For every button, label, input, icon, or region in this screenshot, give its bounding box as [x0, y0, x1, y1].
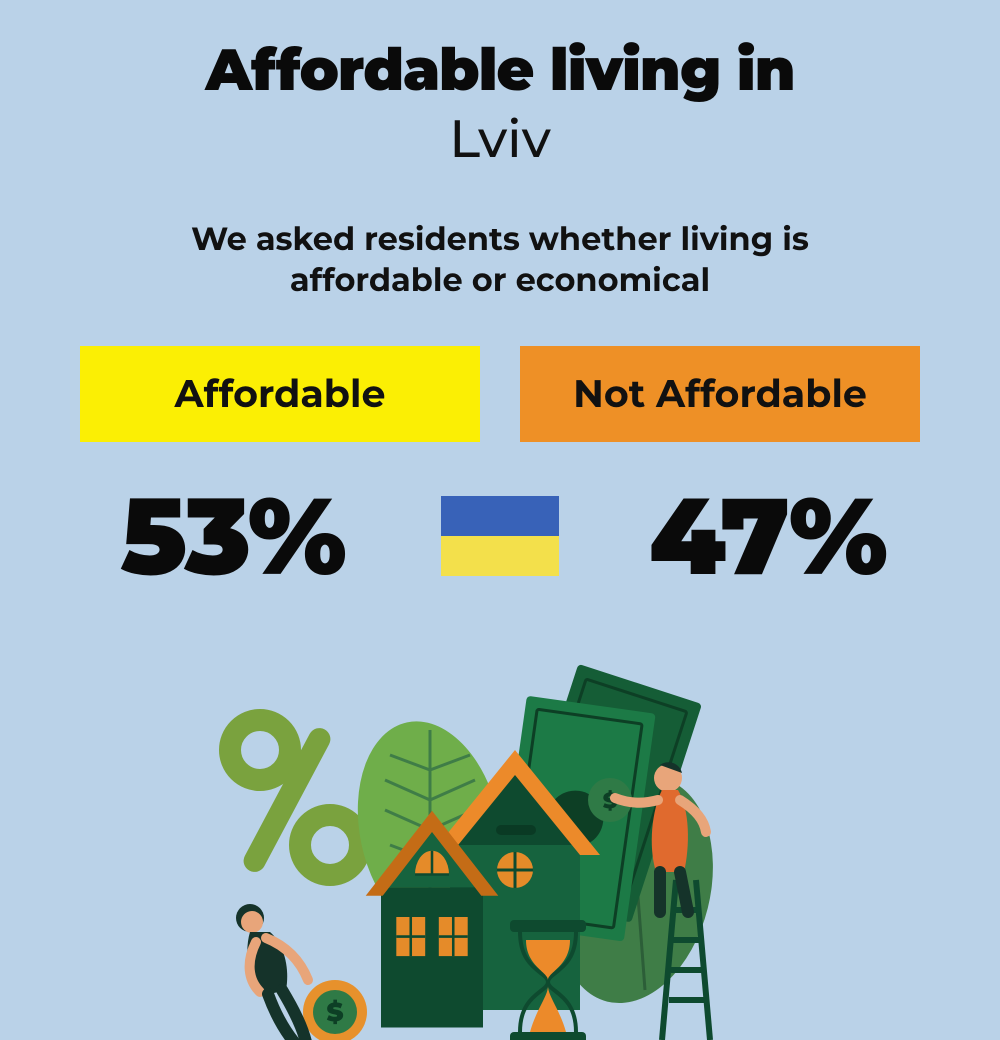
- affordable-label: Affordable: [175, 370, 386, 417]
- affordable-pill: Affordable: [80, 346, 480, 442]
- svg-text:$: $: [326, 996, 343, 1028]
- city-name: Lviv: [449, 108, 551, 171]
- page-title: Affordable living in: [206, 38, 795, 102]
- options-row: Affordable Not Affordable: [60, 346, 940, 442]
- values-row: 53% 47%: [60, 470, 940, 602]
- subtitle-text: We asked residents whether living is aff…: [110, 219, 890, 302]
- affordable-value: 53%: [60, 470, 405, 602]
- affordability-illustration-icon: $ $: [190, 660, 810, 1040]
- not-affordable-pill: Not Affordable: [520, 346, 920, 442]
- flag-icon: [441, 496, 559, 576]
- person-rolling-coin-icon: $: [236, 904, 367, 1040]
- flag-top-stripe: [441, 496, 559, 536]
- flag-bottom-stripe: [441, 536, 559, 576]
- percent-icon: [230, 720, 360, 876]
- not-affordable-label: Not Affordable: [573, 370, 867, 417]
- infographic-container: Affordable living in Lviv We asked resid…: [0, 0, 1000, 602]
- not-affordable-value: 47%: [595, 470, 940, 602]
